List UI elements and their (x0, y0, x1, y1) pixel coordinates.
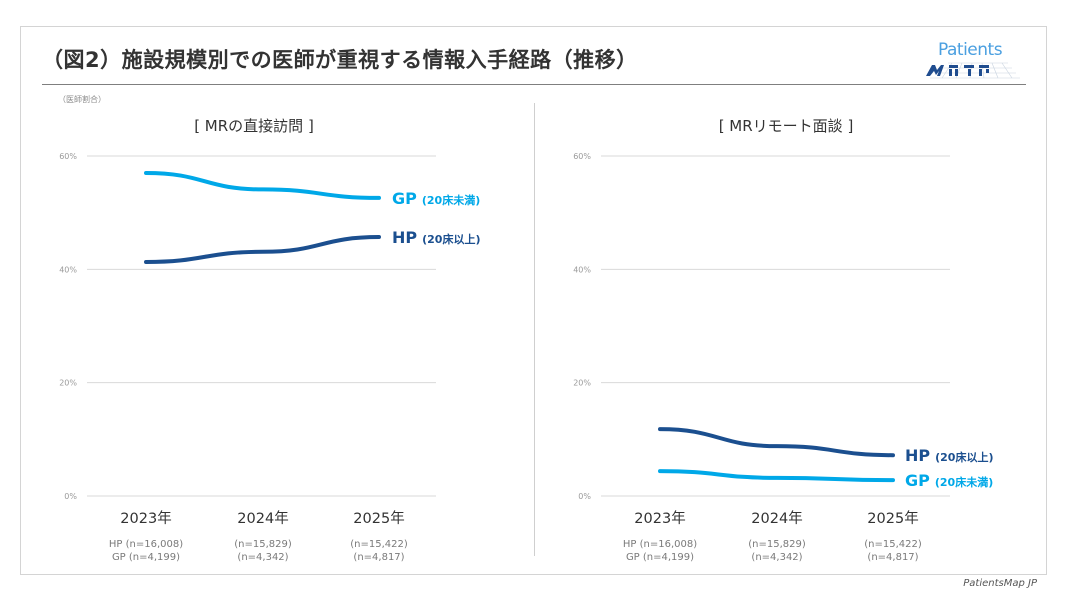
series-line-gp (144, 171, 381, 200)
series-subtitle: (20床未満) (935, 475, 993, 489)
sample-size-gp: (n=4,342) (751, 552, 802, 563)
y-tick-label: 0% (64, 492, 77, 501)
sample-size-hp: (n=15,422) (350, 539, 408, 550)
series-label-hp: HP (20床以上) (392, 228, 481, 247)
sample-size-hp: (n=15,829) (234, 539, 292, 550)
sample-size-gp: GP (n=4,199) (112, 552, 180, 563)
page-title: （図2）施設規模別での医師が重視する情報入手経路（推移） (42, 48, 638, 72)
sample-size-hp: (n=15,829) (748, 539, 806, 550)
y-tick-label: 40% (573, 265, 591, 274)
sample-size-gp: (n=4,817) (353, 552, 404, 563)
y-tick-label: 40% (59, 265, 77, 274)
y-axis-unit-note: （医師割合） (58, 95, 106, 104)
series-name: HP (392, 228, 417, 247)
x-category-label: 2024年 (751, 510, 802, 527)
title-divider (42, 84, 1026, 85)
series-name: GP (392, 189, 417, 208)
y-tick-label: 60% (59, 152, 77, 161)
footer-credit: PatientsMap JP (963, 578, 1037, 589)
sample-size-gp: GP (n=4,199) (626, 552, 694, 563)
y-tick-label: 60% (573, 152, 591, 161)
series-subtitle: (20床未満) (422, 193, 480, 207)
y-tick-label: 20% (59, 379, 77, 388)
logo-text: Patients (938, 40, 1003, 60)
sample-size-gp: (n=4,342) (237, 552, 288, 563)
patients-map-logo: Patients (922, 40, 1028, 82)
series-label-gp: GP (20床未満) (905, 471, 993, 490)
y-tick-label: 0% (578, 492, 591, 501)
series-name: HP (905, 446, 930, 465)
y-tick-label: 20% (573, 379, 591, 388)
series-name: GP (905, 471, 930, 490)
series-subtitle: (20床以上) (422, 232, 480, 246)
chart-title: [ MRの直接訪問 ] (194, 117, 314, 135)
series-label-hp: HP (20床以上) (905, 446, 994, 465)
x-category-label: 2024年 (237, 510, 288, 527)
series-line-hp (144, 235, 381, 264)
x-category-label: 2023年 (120, 510, 171, 527)
sample-size-hp: HP (n=16,008) (623, 539, 697, 550)
sample-size-hp: HP (n=16,008) (109, 539, 183, 550)
series-label-gp: GP (20床未満) (392, 189, 480, 208)
map-grid-logo-icon (926, 62, 1020, 79)
sample-size-hp: (n=15,422) (864, 539, 922, 550)
series-subtitle: (20床以上) (935, 450, 993, 464)
figure-frame (20, 26, 1047, 575)
series-line-hp (658, 427, 895, 458)
x-category-label: 2025年 (867, 510, 918, 527)
chart-title: [ MRリモート面談 ] (719, 117, 854, 135)
x-category-label: 2025年 (353, 510, 404, 527)
series-line-gp (658, 469, 895, 483)
sample-size-gp: (n=4,817) (867, 552, 918, 563)
x-category-label: 2023年 (634, 510, 685, 527)
chart-divider (534, 103, 535, 556)
